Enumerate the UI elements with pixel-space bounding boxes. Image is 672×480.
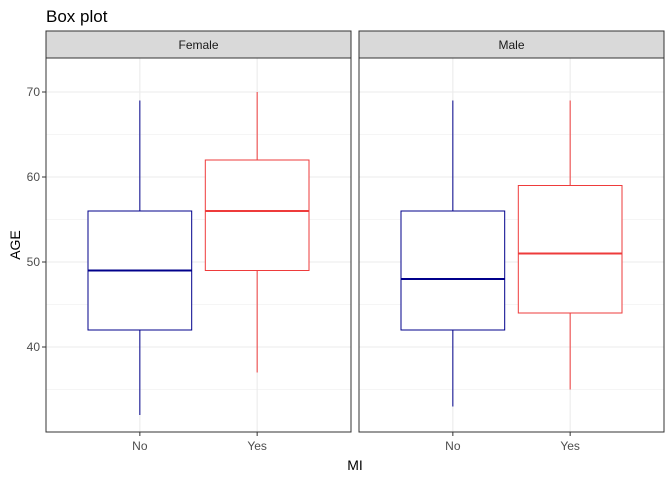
panel-border <box>358 57 665 433</box>
facet-strip <box>358 30 665 59</box>
box-female-yes <box>204 92 310 373</box>
x-tick-label: No <box>132 439 148 453</box>
box-iqr <box>400 210 506 331</box>
facet-strip <box>45 30 352 59</box>
facet-panel-male: Male No Yes <box>358 30 665 453</box>
chart-title: Box plot <box>46 7 108 26</box>
y-tick-label: 70 <box>27 85 41 99</box>
facet-strip-label: Male <box>498 38 524 52</box>
y-tick-label: 40 <box>27 340 41 354</box>
box-female-no <box>87 100 193 415</box>
facet-panel-female: Female No Yes <box>45 30 352 453</box>
panel-border <box>45 57 352 433</box>
x-tick-label: Yes <box>560 439 580 453</box>
y-axis: 40 50 60 70 <box>27 85 46 354</box>
box-male-yes <box>517 100 623 390</box>
x-tick-label: Yes <box>247 439 267 453</box>
box-iqr <box>517 185 623 314</box>
box-male-no <box>400 100 506 407</box>
y-tick-label: 50 <box>27 255 41 269</box>
facet-panels: Female No Yes Male No Yes <box>45 30 665 453</box>
y-axis-title: AGE <box>7 230 23 260</box>
x-axis-title: MI <box>347 457 363 473</box>
x-tick-label: No <box>445 439 461 453</box>
facet-strip-label: Female <box>178 38 218 52</box>
box-iqr <box>204 159 310 271</box>
y-tick-label: 60 <box>27 170 41 184</box>
